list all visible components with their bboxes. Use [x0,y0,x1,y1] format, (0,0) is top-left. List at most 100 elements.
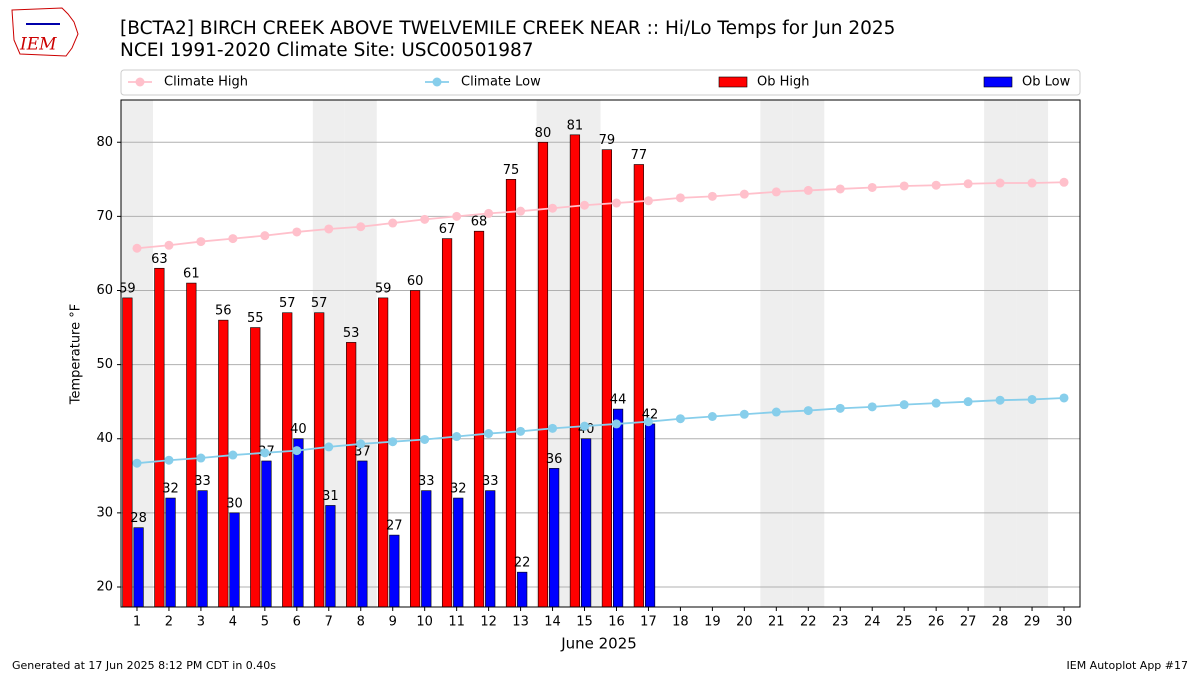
line-marker [580,200,590,210]
bar-value-label: 27 [386,519,403,534]
line-marker [452,211,462,221]
line-marker [356,222,366,232]
bar-value-label: 79 [599,133,616,148]
x-tick-label: 7 [325,615,333,630]
weekend-shade [1016,100,1049,607]
x-tick-label: 8 [357,615,365,630]
line-marker [1027,394,1037,404]
line-marker [707,412,717,422]
y-tick-label: 80 [96,135,113,150]
line [136,397,1065,465]
line-marker [516,206,526,216]
line-marker [739,409,749,419]
line-marker [516,426,526,436]
line-marker [931,180,941,190]
legend-box [120,69,1081,96]
line-marker [899,181,909,191]
x-tick-label: 26 [928,615,945,630]
line-marker [164,240,174,250]
x-tick-label: 23 [832,615,849,630]
bar [378,297,389,608]
x-tick-label: 25 [896,615,913,630]
bar-value-label: 68 [471,215,488,230]
y-tick-label: 20 [96,579,113,594]
bar [389,534,400,608]
bar [453,497,464,608]
y-tick-label: 40 [96,431,113,446]
bar [197,490,208,608]
x-tick-label: 10 [416,615,433,630]
footer-right: IEM Autoplot App #17 [1067,659,1189,672]
bar [473,230,485,608]
bar-value-label: 55 [247,311,264,326]
line-marker [324,442,334,452]
x-tick-label: 16 [608,615,625,630]
line-marker [548,423,558,433]
x-tick-label: 6 [293,615,301,630]
line-marker [1059,393,1069,403]
bar-value-label: 22 [514,556,531,571]
bar-value-label: 63 [151,252,168,267]
line-marker [707,191,717,201]
line-marker [995,395,1005,405]
footer-left: Generated at 17 Jun 2025 8:12 PM CDT in … [12,659,276,672]
bar-value-label: 36 [546,452,563,467]
legend-entry: Climate Low [425,75,541,90]
x-tick-label: 21 [768,615,785,630]
legend-label: Ob Low [1022,75,1071,90]
legend-swatch-marker [432,77,442,87]
line-marker [771,187,781,197]
bar-value-label: 57 [311,296,328,311]
bar [601,149,612,608]
line-marker [228,234,238,244]
x-tick-label: 30 [1056,615,1073,630]
line-marker [611,198,621,208]
line-marker [548,203,558,213]
line-marker [452,432,462,442]
line-marker [611,419,621,429]
x-tick-label: 22 [800,615,817,630]
line-marker [675,414,685,424]
legend-label: Ob High [757,75,810,90]
line-marker [388,437,398,447]
y-tick-label: 70 [96,209,113,224]
y-axis-label: Temperature °F [69,304,84,405]
line-marker [739,189,749,199]
x-tick-label: 3 [197,615,205,630]
bar-value-label: 61 [183,267,200,282]
line-marker [420,214,430,224]
x-tick-label: 20 [736,615,753,630]
bar [293,438,304,608]
bar [165,497,176,608]
bar-value-label: 33 [194,474,211,489]
bar [346,342,357,608]
x-tick-label: 15 [576,615,593,630]
line [136,181,1065,250]
bar-value-label: 33 [482,474,499,489]
bar-value-label: 60 [407,274,424,289]
bar [122,297,133,608]
line-marker [388,218,398,228]
line-marker [228,450,238,460]
bar [186,282,197,608]
line-marker [803,406,813,416]
bar-value-label: 40 [290,422,307,437]
x-tick-label: 27 [960,615,977,630]
x-axis-label: June 2025 [560,635,637,653]
line-marker [324,224,334,234]
line-marker [675,193,685,203]
logo-outline [11,7,79,57]
bar [485,490,496,608]
bar [282,312,293,608]
y-tick-label: 50 [96,357,113,372]
line-marker [196,453,206,463]
legend-entry: Ob Low [983,75,1071,90]
x-tick-label: 28 [992,615,1009,630]
bar-value-label: 81 [567,118,584,133]
bar [325,505,336,608]
bar [581,438,592,608]
x-tick-label: 4 [229,615,237,630]
chart-subtitle: NCEI 1991-2020 Climate Site: USC00501987 [120,40,534,61]
line-marker [835,403,845,413]
